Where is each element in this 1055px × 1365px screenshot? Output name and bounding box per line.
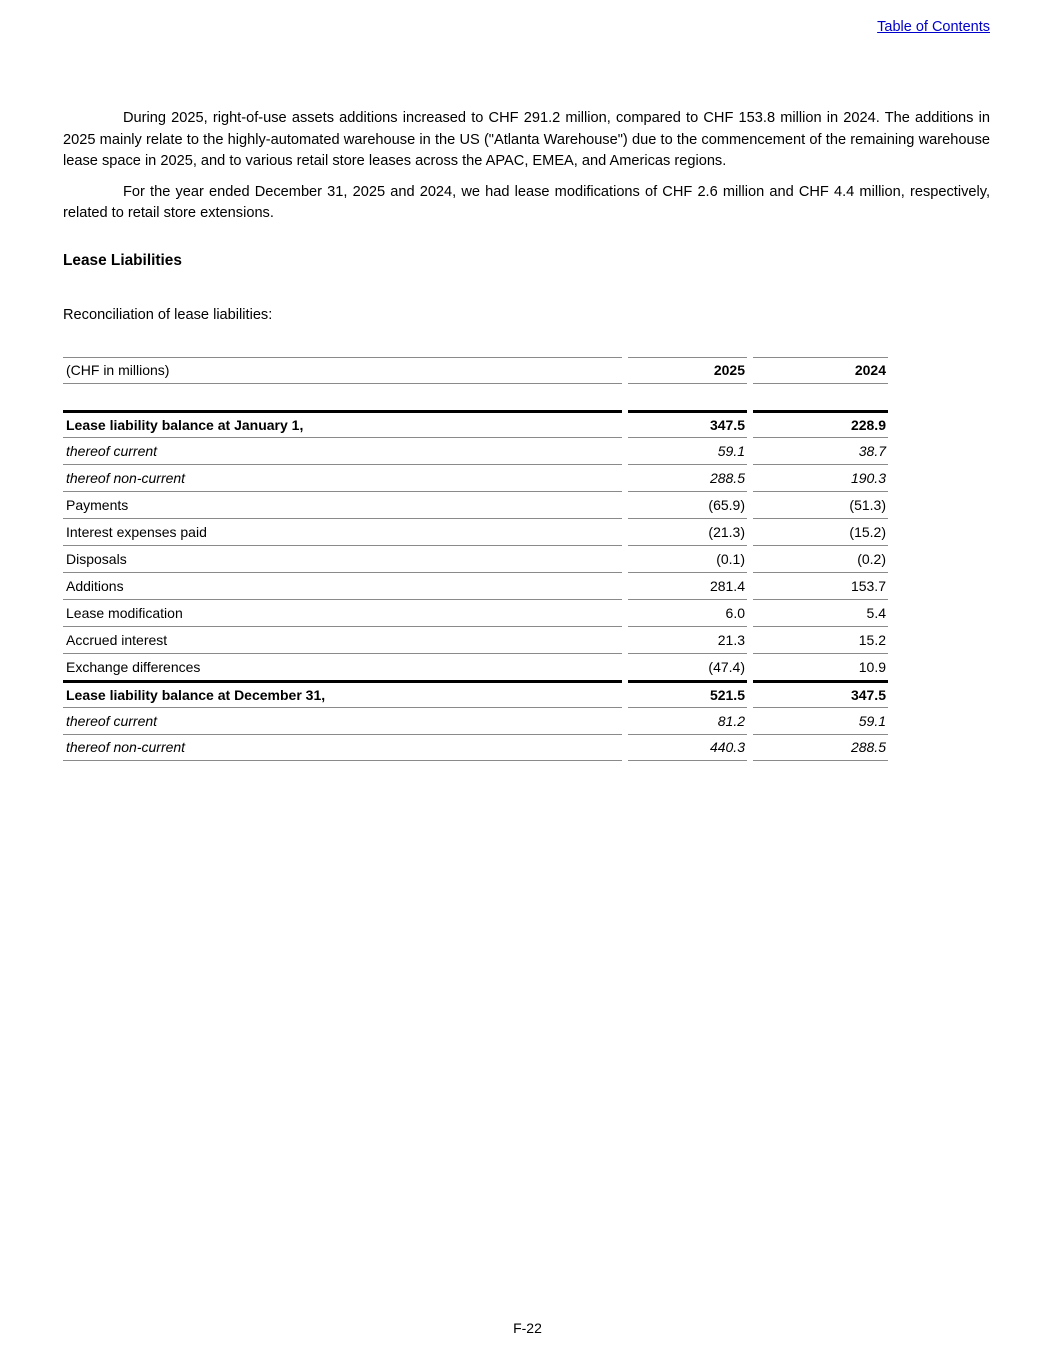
table-row: thereof non-current 440.3 288.5 bbox=[63, 733, 888, 761]
section-heading-lease-liabilities: Lease Liabilities bbox=[63, 251, 182, 269]
table-row: Interest expenses paid (21.3) (15.2) bbox=[63, 517, 888, 545]
row-value-2025: (0.1) bbox=[628, 544, 747, 572]
row-label: Payments bbox=[63, 490, 622, 518]
row-value-2024: 5.4 bbox=[753, 598, 888, 626]
row-label: Lease liability balance at December 31, bbox=[63, 679, 622, 707]
row-value-2025: (65.9) bbox=[628, 490, 747, 518]
page-number: F-22 bbox=[513, 1320, 542, 1336]
paragraph-rou-asset-additions: During 2025, right-of-use assets additio… bbox=[63, 110, 990, 170]
row-value-2025: 440.3 bbox=[628, 733, 747, 761]
table-header-unit-label: (CHF in millions) bbox=[63, 356, 622, 384]
row-value-2024: 59.1 bbox=[753, 706, 888, 734]
table-header-2024: 2024 bbox=[753, 356, 888, 384]
table-row: Disposals (0.1) (0.2) bbox=[63, 544, 888, 572]
row-label: Interest expenses paid bbox=[63, 517, 622, 545]
row-label: thereof non-current bbox=[63, 463, 622, 491]
table-row: Payments (65.9) (51.3) bbox=[63, 490, 888, 518]
body-text: During 2025, right-of-use assets additio… bbox=[63, 108, 990, 225]
row-value-2025: 281.4 bbox=[628, 571, 747, 599]
row-label: thereof current bbox=[63, 706, 622, 734]
paragraph-lease-modifications: For the year ended December 31, 2025 and… bbox=[63, 183, 990, 222]
row-value-2025: 59.1 bbox=[628, 436, 747, 464]
lease-liabilities-table: (CHF in millions) 2025 2024 Lease liabil… bbox=[63, 356, 888, 761]
row-value-2025: 347.5 bbox=[628, 409, 747, 437]
row-value-2024: 153.7 bbox=[753, 571, 888, 599]
row-label: Additions bbox=[63, 571, 622, 599]
row-value-2024: 10.9 bbox=[753, 652, 888, 680]
table-header-2025: 2025 bbox=[628, 356, 747, 384]
row-value-2024: (0.2) bbox=[753, 544, 888, 572]
row-label: Lease liability balance at January 1, bbox=[63, 409, 622, 437]
table-row: Exchange differences (47.4) 10.9 bbox=[63, 652, 888, 680]
row-label: thereof non-current bbox=[63, 733, 622, 761]
row-value-2025: (47.4) bbox=[628, 652, 747, 680]
table-row: thereof current 81.2 59.1 bbox=[63, 706, 888, 734]
row-value-2024: 38.7 bbox=[753, 436, 888, 464]
row-label: thereof current bbox=[63, 436, 622, 464]
row-value-2024: (15.2) bbox=[753, 517, 888, 545]
row-value-2024: 228.9 bbox=[753, 409, 888, 437]
row-value-2024: 347.5 bbox=[753, 679, 888, 707]
row-label: Accrued interest bbox=[63, 625, 622, 653]
table-row: Lease liability balance at December 31, … bbox=[63, 679, 888, 707]
row-value-2025: 521.5 bbox=[628, 679, 747, 707]
table-header-row: (CHF in millions) 2025 2024 bbox=[63, 356, 888, 384]
row-value-2025: 21.3 bbox=[628, 625, 747, 653]
row-value-2025: 81.2 bbox=[628, 706, 747, 734]
table-row: thereof current 59.1 38.7 bbox=[63, 436, 888, 464]
table-row: Accrued interest 21.3 15.2 bbox=[63, 625, 888, 653]
row-value-2024: 288.5 bbox=[753, 733, 888, 761]
row-value-2025: 288.5 bbox=[628, 463, 747, 491]
row-label: Exchange differences bbox=[63, 652, 622, 680]
table-body: Lease liability balance at January 1, 34… bbox=[63, 409, 888, 761]
toc-row: Table of Contents bbox=[63, 0, 990, 37]
row-value-2024: (51.3) bbox=[753, 490, 888, 518]
row-value-2025: (21.3) bbox=[628, 517, 747, 545]
table-row: thereof non-current 288.5 190.3 bbox=[63, 463, 888, 491]
table-of-contents-link[interactable]: Table of Contents bbox=[877, 19, 990, 35]
row-label: Lease modification bbox=[63, 598, 622, 626]
table-caption: Reconciliation of lease liabilities: bbox=[63, 306, 273, 323]
table-row: Lease liability balance at January 1, 34… bbox=[63, 409, 888, 437]
table-header-spacer bbox=[63, 384, 888, 410]
table-row: Additions 281.4 153.7 bbox=[63, 571, 888, 599]
row-value-2024: 190.3 bbox=[753, 463, 888, 491]
row-label: Disposals bbox=[63, 544, 622, 572]
table-row: Lease modification 6.0 5.4 bbox=[63, 598, 888, 626]
row-value-2024: 15.2 bbox=[753, 625, 888, 653]
row-value-2025: 6.0 bbox=[628, 598, 747, 626]
